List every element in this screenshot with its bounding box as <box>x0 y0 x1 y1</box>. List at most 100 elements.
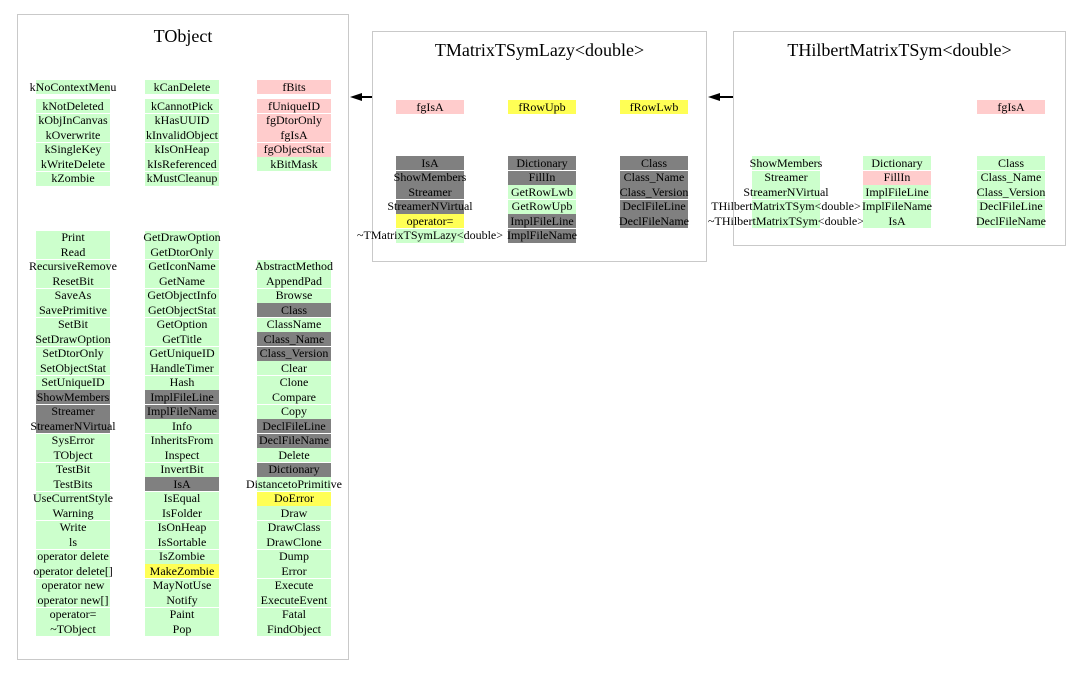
member-cell[interactable]: kCanDelete <box>145 80 219 94</box>
member-cell[interactable]: Class_Version <box>620 185 688 199</box>
member-cell[interactable]: GetObjectStat <box>145 303 219 317</box>
member-cell[interactable]: Dictionary <box>257 462 331 477</box>
member-cell[interactable]: Class_Version <box>257 346 331 361</box>
member-cell[interactable]: fgIsA <box>257 128 331 142</box>
member-cell[interactable]: ImplFileLine <box>863 185 931 199</box>
member-cell[interactable]: kIsOnHeap <box>145 142 219 157</box>
member-cell[interactable]: THilbertMatrixTSym<double> <box>711 199 861 214</box>
member-cell[interactable]: GetUniqueID <box>145 346 219 361</box>
member-cell[interactable]: Clone <box>257 375 331 390</box>
member-cell[interactable]: StreamerNVirtual <box>30 419 116 433</box>
member-cell[interactable]: Streamer <box>752 170 820 185</box>
member-cell[interactable]: DeclFileLine <box>977 199 1045 214</box>
member-cell[interactable]: DeclFileName <box>257 433 331 448</box>
member-cell[interactable]: Inspect <box>145 448 219 462</box>
member-cell[interactable]: kObjInCanvas <box>36 113 110 128</box>
member-cell[interactable]: SetUniqueID <box>36 375 110 390</box>
member-cell[interactable]: operator= <box>36 607 110 622</box>
member-cell[interactable]: GetObjectInfo <box>145 288 219 303</box>
member-cell[interactable]: ShowMembers <box>36 390 110 404</box>
member-cell[interactable]: SetObjectStat <box>36 361 110 375</box>
member-cell[interactable]: SetDtorOnly <box>36 346 110 361</box>
member-cell[interactable]: AbstractMethod <box>255 259 333 274</box>
member-cell[interactable]: Clear <box>257 361 331 375</box>
member-cell[interactable]: IsZombie <box>145 549 219 564</box>
member-cell[interactable]: fgDtorOnly <box>257 113 331 128</box>
member-cell[interactable]: Fatal <box>257 607 331 622</box>
member-cell[interactable]: kNotDeleted <box>36 99 110 113</box>
member-cell[interactable]: DrawClass <box>257 520 331 535</box>
member-cell[interactable]: operator delete <box>36 549 110 564</box>
member-cell[interactable]: Class_Name <box>257 332 331 346</box>
member-cell[interactable]: ImplFileName <box>145 404 219 419</box>
member-cell[interactable]: GetIconName <box>145 259 219 274</box>
member-cell[interactable]: Dictionary <box>508 156 576 170</box>
member-cell[interactable]: HandleTimer <box>145 361 219 375</box>
member-cell[interactable]: IsEqual <box>145 491 219 506</box>
member-cell[interactable]: ~TObject <box>36 622 110 636</box>
member-cell[interactable]: ShowMembers <box>394 170 466 185</box>
member-cell[interactable]: IsA <box>863 214 931 228</box>
member-cell[interactable]: ImplFileLine <box>508 214 576 228</box>
member-cell[interactable]: ImplFileName <box>862 199 932 214</box>
member-cell[interactable]: Copy <box>257 404 331 419</box>
member-cell[interactable]: kWriteDelete <box>36 157 110 171</box>
member-cell[interactable]: InvertBit <box>145 462 219 477</box>
class-title-tobject[interactable]: TObject <box>153 26 213 46</box>
member-cell[interactable]: ~THilbertMatrixTSym<double> <box>708 214 864 228</box>
member-cell[interactable]: kMustCleanup <box>145 171 219 186</box>
member-cell[interactable]: GetDrawOption <box>143 230 221 245</box>
member-cell[interactable]: Execute <box>257 578 331 593</box>
member-cell[interactable]: fgObjectStat <box>257 142 331 157</box>
member-cell[interactable]: Class_Version <box>977 185 1045 199</box>
member-cell[interactable]: kOverwrite <box>36 128 110 142</box>
member-cell[interactable]: FindObject <box>257 622 331 636</box>
member-cell[interactable]: Paint <box>145 607 219 622</box>
member-cell[interactable]: Dump <box>257 549 331 564</box>
member-cell[interactable]: kHasUUID <box>145 113 219 128</box>
member-cell[interactable]: SetBit <box>36 317 110 332</box>
member-cell[interactable]: Dictionary <box>863 156 931 170</box>
member-cell[interactable]: Error <box>257 564 331 578</box>
member-cell[interactable]: operator new[] <box>36 593 110 607</box>
member-cell[interactable]: Class <box>620 156 688 170</box>
member-cell[interactable]: GetRowLwb <box>508 185 576 199</box>
member-cell[interactable]: Class <box>257 303 331 317</box>
member-cell[interactable]: FillIn <box>508 170 576 185</box>
member-cell[interactable]: MayNotUse <box>145 578 219 593</box>
member-cell[interactable]: DoError <box>257 491 331 506</box>
member-cell[interactable]: GetName <box>145 274 219 288</box>
member-cell[interactable]: SaveAs <box>36 288 110 303</box>
member-cell[interactable]: fRowUpb <box>508 100 576 114</box>
member-cell[interactable]: IsA <box>145 477 219 491</box>
member-cell[interactable]: Compare <box>257 390 331 404</box>
member-cell[interactable]: StreamerNVirtual <box>387 199 473 214</box>
member-cell[interactable]: Streamer <box>36 404 110 419</box>
member-cell[interactable]: Delete <box>257 448 331 462</box>
member-cell[interactable]: ExecuteEvent <box>257 593 331 607</box>
member-cell[interactable]: Class_Name <box>977 170 1045 185</box>
class-title-tmatrixtsymlazy[interactable]: TMatrixTSymLazy<double> <box>434 40 645 60</box>
member-cell[interactable]: Streamer <box>396 185 464 199</box>
member-cell[interactable]: ImplFileLine <box>145 390 219 404</box>
class-title-thilbertmatrixtsym[interactable]: THilbertMatrixTSym<double> <box>787 40 1012 60</box>
member-cell[interactable]: TestBit <box>36 462 110 477</box>
member-cell[interactable]: DeclFileLine <box>620 199 688 214</box>
member-cell[interactable]: DeclFileLine <box>257 419 331 433</box>
member-cell[interactable]: fBits <box>257 80 331 94</box>
member-cell[interactable]: DeclFileName <box>976 214 1046 228</box>
member-cell[interactable]: kInvalidObject <box>145 128 219 142</box>
member-cell[interactable]: SysError <box>36 433 110 448</box>
member-cell[interactable]: GetRowUpb <box>508 199 576 214</box>
member-cell[interactable]: AppendPad <box>257 274 331 288</box>
member-cell[interactable]: Pop <box>145 622 219 636</box>
member-cell[interactable]: Print <box>36 230 110 245</box>
member-cell[interactable]: ClassName <box>257 317 331 332</box>
member-cell[interactable]: Warning <box>36 506 110 520</box>
member-cell[interactable]: ImplFileName <box>507 228 577 243</box>
member-cell[interactable]: IsA <box>396 156 464 170</box>
member-cell[interactable]: operator delete[] <box>33 564 113 578</box>
member-cell[interactable]: Browse <box>257 288 331 303</box>
member-cell[interactable]: kNoContextMenu <box>30 80 116 94</box>
member-cell[interactable]: fgIsA <box>977 100 1045 114</box>
